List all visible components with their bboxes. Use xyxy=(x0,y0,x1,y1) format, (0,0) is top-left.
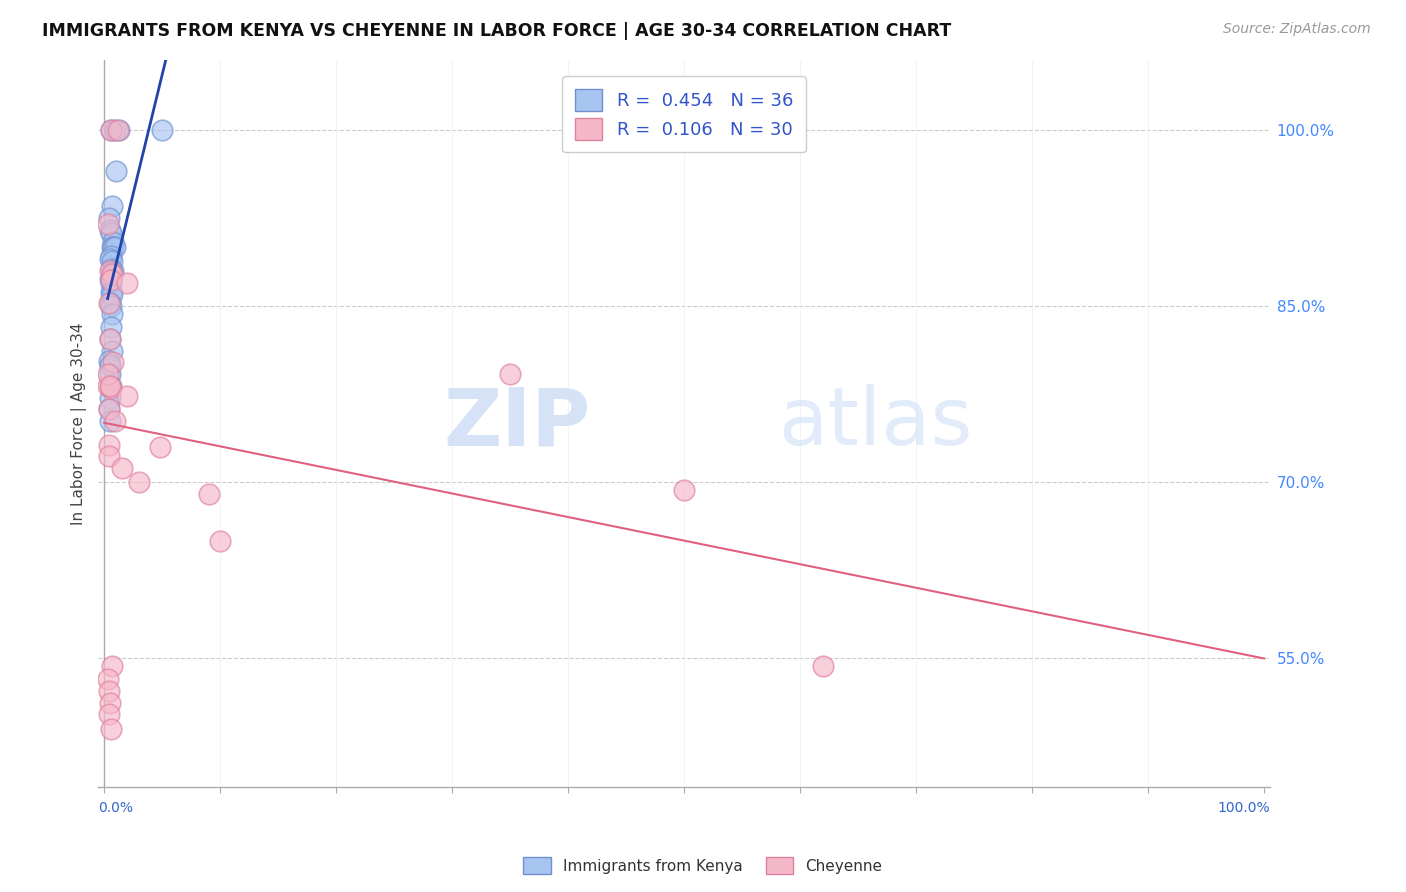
Point xyxy=(209,533,232,548)
Point xyxy=(98,414,121,428)
Point xyxy=(98,696,121,710)
Point xyxy=(98,379,121,393)
Point xyxy=(101,659,124,673)
Point xyxy=(100,249,122,263)
Point xyxy=(98,252,121,266)
Point xyxy=(97,367,120,381)
Text: 100.0%: 100.0% xyxy=(1218,801,1270,815)
Point xyxy=(103,264,125,278)
Point xyxy=(98,332,121,346)
Point xyxy=(117,389,139,403)
Text: ZIP: ZIP xyxy=(443,384,591,462)
Legend: Immigrants from Kenya, Cheyenne: Immigrants from Kenya, Cheyenne xyxy=(517,851,889,880)
Point xyxy=(107,123,129,137)
Point xyxy=(100,381,122,395)
Point xyxy=(104,414,127,428)
Point xyxy=(197,487,219,501)
Point xyxy=(100,123,122,137)
Point xyxy=(110,461,132,475)
Point xyxy=(98,358,121,372)
Point xyxy=(100,273,122,287)
Point xyxy=(97,402,120,417)
Point xyxy=(149,440,172,454)
Point xyxy=(100,379,122,393)
Text: 0.0%: 0.0% xyxy=(98,801,134,815)
Point xyxy=(97,684,120,698)
Point xyxy=(98,367,121,381)
Text: Source: ZipAtlas.com: Source: ZipAtlas.com xyxy=(1223,22,1371,37)
Text: atlas: atlas xyxy=(778,384,972,462)
Point xyxy=(98,391,121,405)
Point xyxy=(98,264,121,278)
Point xyxy=(101,240,124,254)
Point xyxy=(101,307,124,321)
Point xyxy=(100,722,122,736)
Point xyxy=(104,164,127,178)
Point xyxy=(101,199,124,213)
Point xyxy=(97,379,120,393)
Point xyxy=(98,272,121,286)
Text: IMMIGRANTS FROM KENYA VS CHEYENNE IN LABOR FORCE | AGE 30-34 CORRELATION CHART: IMMIGRANTS FROM KENYA VS CHEYENNE IN LAB… xyxy=(42,22,952,40)
Point xyxy=(97,354,120,368)
Point xyxy=(97,450,120,464)
Point xyxy=(104,240,127,254)
Point xyxy=(100,276,122,290)
Point xyxy=(108,123,131,137)
Point xyxy=(97,295,120,310)
Point xyxy=(97,211,120,225)
Point xyxy=(117,276,139,290)
Point xyxy=(97,437,120,451)
Point xyxy=(97,217,120,231)
Point xyxy=(100,261,122,276)
Point xyxy=(100,123,122,137)
Point xyxy=(104,123,127,137)
Point xyxy=(499,367,522,381)
Point xyxy=(673,483,696,498)
Point xyxy=(97,402,120,417)
Point xyxy=(103,235,125,249)
Point xyxy=(101,287,124,301)
Point xyxy=(97,707,120,722)
Point xyxy=(98,332,121,346)
Point xyxy=(101,266,124,280)
Y-axis label: In Labor Force | Age 30-34: In Labor Force | Age 30-34 xyxy=(72,322,87,524)
Point xyxy=(813,659,835,673)
Point xyxy=(101,268,124,282)
Point xyxy=(101,254,124,268)
Point xyxy=(150,123,173,137)
Point xyxy=(97,673,120,687)
Legend: R =  0.454   N = 36, R =  0.106   N = 30: R = 0.454 N = 36, R = 0.106 N = 30 xyxy=(562,76,806,153)
Point xyxy=(128,475,150,489)
Point xyxy=(100,285,122,299)
Point xyxy=(100,320,122,334)
Point xyxy=(103,355,125,369)
Point xyxy=(103,240,125,254)
Point xyxy=(98,295,121,310)
Point xyxy=(100,299,122,313)
Point xyxy=(100,227,122,241)
Point xyxy=(101,343,124,358)
Point xyxy=(98,223,121,237)
